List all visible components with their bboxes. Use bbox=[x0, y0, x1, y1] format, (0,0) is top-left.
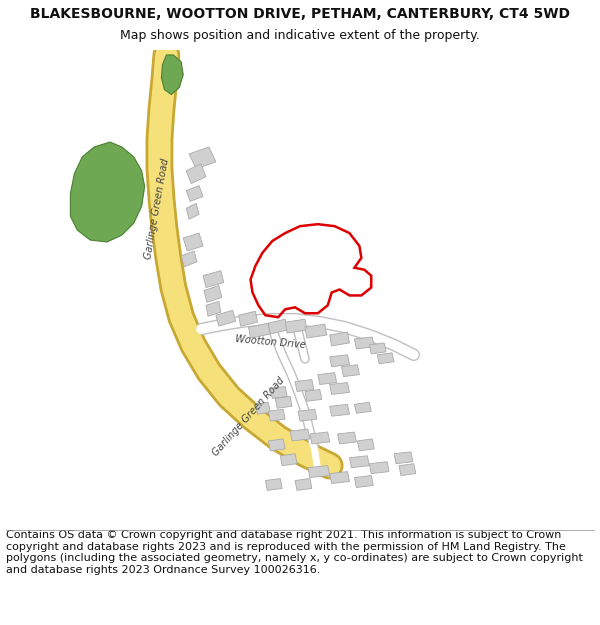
Polygon shape bbox=[268, 319, 287, 334]
Text: Garlinge Green Road: Garlinge Green Road bbox=[143, 157, 170, 259]
Polygon shape bbox=[329, 382, 349, 394]
Polygon shape bbox=[318, 372, 337, 384]
Polygon shape bbox=[329, 404, 349, 416]
Polygon shape bbox=[268, 409, 285, 421]
Polygon shape bbox=[290, 429, 310, 441]
Polygon shape bbox=[189, 147, 216, 169]
Polygon shape bbox=[338, 432, 356, 444]
Polygon shape bbox=[186, 164, 206, 184]
Polygon shape bbox=[248, 323, 271, 338]
Polygon shape bbox=[181, 251, 197, 267]
Polygon shape bbox=[161, 55, 183, 94]
Polygon shape bbox=[204, 286, 222, 302]
Polygon shape bbox=[206, 301, 221, 316]
Polygon shape bbox=[308, 466, 329, 478]
Polygon shape bbox=[349, 456, 369, 468]
Text: BLAKESBOURNE, WOOTTON DRIVE, PETHAM, CANTERBURY, CT4 5WD: BLAKESBOURNE, WOOTTON DRIVE, PETHAM, CAN… bbox=[30, 7, 570, 21]
Text: Contains OS data © Crown copyright and database right 2021. This information is : Contains OS data © Crown copyright and d… bbox=[6, 530, 583, 575]
Polygon shape bbox=[329, 332, 349, 346]
Polygon shape bbox=[216, 310, 236, 326]
Polygon shape bbox=[329, 355, 349, 367]
Polygon shape bbox=[275, 396, 292, 408]
Polygon shape bbox=[265, 479, 282, 491]
Polygon shape bbox=[268, 439, 285, 451]
Polygon shape bbox=[280, 454, 297, 466]
Polygon shape bbox=[369, 462, 389, 474]
Polygon shape bbox=[298, 409, 317, 421]
Polygon shape bbox=[355, 402, 371, 413]
Polygon shape bbox=[186, 186, 203, 201]
Polygon shape bbox=[394, 452, 413, 464]
Polygon shape bbox=[355, 337, 374, 349]
Polygon shape bbox=[369, 343, 386, 354]
Polygon shape bbox=[305, 324, 327, 338]
Polygon shape bbox=[203, 271, 224, 288]
Polygon shape bbox=[271, 386, 287, 398]
Polygon shape bbox=[183, 233, 203, 251]
Polygon shape bbox=[295, 379, 314, 391]
Polygon shape bbox=[239, 311, 257, 326]
Polygon shape bbox=[285, 319, 307, 333]
Polygon shape bbox=[358, 439, 374, 451]
Polygon shape bbox=[377, 353, 394, 364]
Polygon shape bbox=[295, 479, 312, 491]
Text: Map shows position and indicative extent of the property.: Map shows position and indicative extent… bbox=[120, 29, 480, 42]
Polygon shape bbox=[256, 402, 271, 414]
Polygon shape bbox=[399, 464, 416, 476]
Polygon shape bbox=[305, 389, 322, 401]
Text: Garlinge Green Road: Garlinge Green Road bbox=[211, 375, 286, 458]
Polygon shape bbox=[341, 365, 359, 377]
Text: Wootton Drive: Wootton Drive bbox=[235, 334, 306, 350]
Polygon shape bbox=[329, 472, 349, 484]
Polygon shape bbox=[355, 476, 373, 488]
Polygon shape bbox=[186, 203, 199, 219]
Polygon shape bbox=[310, 432, 329, 444]
Polygon shape bbox=[70, 142, 145, 242]
